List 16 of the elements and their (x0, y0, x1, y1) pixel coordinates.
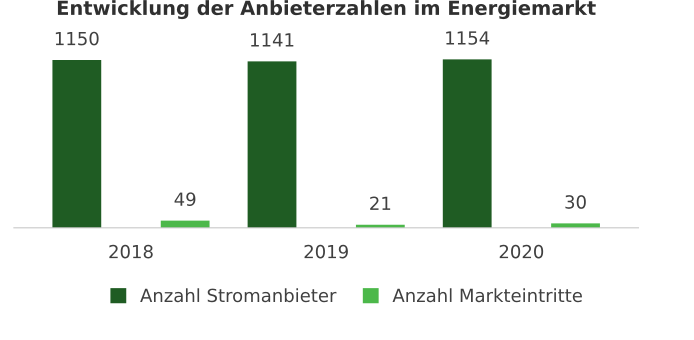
data-label: 1154 (446, 31, 490, 45)
bar (160, 220, 210, 228)
bar (248, 61, 296, 228)
data-label: 49 (174, 192, 196, 206)
data-label: 21 (370, 196, 390, 210)
chart-title: Entwicklung der Anbieterzahlen im Energiemarkt (58, 0, 596, 20)
legend-label: Anzahl Markteintritte (392, 288, 582, 302)
data-label: 1150 (56, 32, 99, 46)
bar (442, 59, 492, 228)
data-label: 1141 (251, 33, 294, 46)
x-tick-label: 2018 (109, 244, 153, 258)
bar (52, 60, 102, 228)
data-label: 30 (565, 195, 586, 209)
x-tick-label: 2020 (500, 244, 544, 258)
x-tick-label: 2019 (304, 244, 348, 258)
legend-label: Anzahl Stromanbieter (140, 288, 336, 302)
